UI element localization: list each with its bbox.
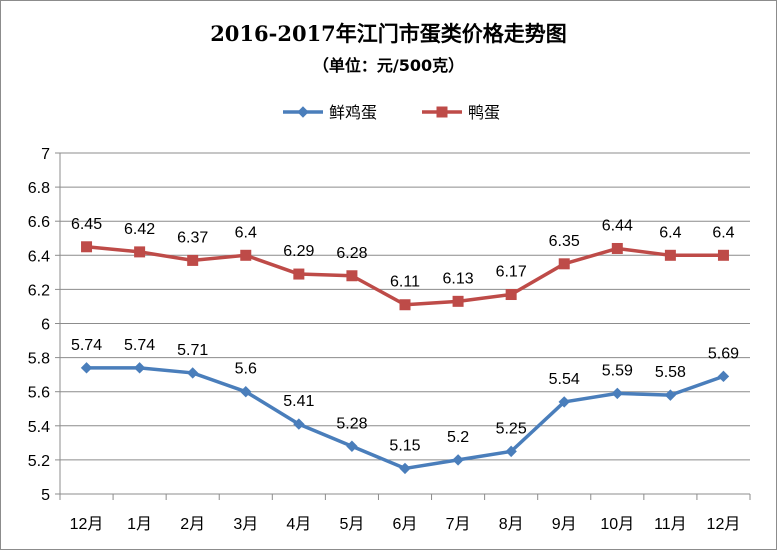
data-point bbox=[558, 396, 570, 408]
data-point bbox=[717, 249, 729, 261]
x-tick-label: 8月 bbox=[499, 516, 524, 533]
x-tick-label: 6月 bbox=[393, 516, 418, 533]
data-label: 5.69 bbox=[708, 345, 739, 362]
data-label: 5.74 bbox=[124, 337, 155, 354]
data-label: 5.15 bbox=[389, 437, 420, 454]
y-tick-label: 5.2 bbox=[28, 453, 50, 470]
data-point bbox=[717, 370, 730, 383]
x-tick-label: 10月 bbox=[600, 516, 634, 533]
data-label: 6.11 bbox=[390, 274, 420, 291]
data-point bbox=[558, 258, 570, 270]
data-point bbox=[240, 249, 252, 261]
data-point bbox=[240, 385, 252, 398]
legend-label: 鸭蛋 bbox=[468, 103, 500, 122]
data-label: 6.17 bbox=[496, 264, 527, 281]
data-point bbox=[346, 270, 358, 282]
data-point bbox=[80, 362, 93, 374]
legend-marker bbox=[297, 106, 309, 118]
data-point bbox=[505, 289, 517, 301]
data-point bbox=[505, 445, 517, 458]
data-label: 5.58 bbox=[655, 364, 686, 381]
x-tick-label: 3月 bbox=[233, 516, 258, 533]
data-label: 5.54 bbox=[549, 371, 580, 388]
axes bbox=[55, 152, 751, 500]
data-label: 6.45 bbox=[71, 216, 102, 233]
data-point bbox=[134, 246, 146, 258]
legend-label: 鲜鸡蛋 bbox=[329, 103, 377, 122]
data-point bbox=[346, 440, 358, 452]
x-tick-label: 5月 bbox=[339, 516, 364, 533]
data-label: 6.13 bbox=[443, 270, 474, 287]
data-point bbox=[399, 299, 411, 311]
x-tick-label: 9月 bbox=[552, 516, 577, 533]
gridlines bbox=[60, 152, 750, 495]
x-tick-label: 4月 bbox=[286, 516, 311, 533]
y-tick-label: 6.4 bbox=[28, 248, 50, 265]
legend: 鲜鸡蛋 鸭蛋 bbox=[283, 103, 500, 122]
data-point bbox=[187, 254, 199, 266]
data-point bbox=[293, 418, 305, 430]
series-layer bbox=[80, 241, 730, 475]
data-label: 6.35 bbox=[549, 233, 580, 250]
data-label: 5.59 bbox=[602, 362, 633, 379]
y-tick-label: 6.2 bbox=[28, 282, 50, 299]
x-tick-label: 7月 bbox=[446, 516, 471, 533]
y-tick-label: 7 bbox=[41, 146, 50, 163]
data-point bbox=[664, 389, 677, 401]
data-label: 5.6 bbox=[235, 361, 257, 378]
data-labels: 5.74 5.74 5.71 5.6 5.41 5.28 5.15 5.2 5.25 5.54 5.… bbox=[71, 216, 739, 455]
data-point bbox=[81, 241, 93, 253]
data-label: 6.44 bbox=[602, 217, 633, 234]
chart-subtitle: （单位：元/500克） bbox=[312, 56, 465, 75]
data-point bbox=[611, 242, 623, 254]
data-label: 6.4 bbox=[712, 224, 734, 241]
data-label: 5.25 bbox=[496, 420, 527, 437]
x-tick-label: 11月 bbox=[654, 516, 687, 533]
chart-title: 2016-2017年江门市蛋类价格走势图 bbox=[210, 21, 567, 46]
data-label: 6.42 bbox=[124, 221, 155, 238]
y-tick-label: 6 bbox=[41, 317, 50, 334]
data-point bbox=[293, 268, 305, 280]
y-tick-label: 5.6 bbox=[28, 385, 50, 402]
data-label: 6.37 bbox=[177, 229, 208, 246]
x-tick-label: 2月 bbox=[180, 516, 205, 533]
y-tick-labels: 5 5.2 5.4 5.6 5.8 6 6.2 6.4 6.6 6.8 7 bbox=[28, 146, 50, 504]
data-label: 5.2 bbox=[447, 429, 469, 446]
y-tick-label: 5.4 bbox=[28, 419, 50, 436]
y-tick-label: 6.6 bbox=[28, 214, 50, 231]
y-tick-label: 5 bbox=[41, 487, 50, 504]
data-point bbox=[611, 387, 624, 400]
data-label: 5.41 bbox=[283, 393, 314, 410]
x-tick-label: 1月 bbox=[127, 516, 152, 533]
data-label: 6.4 bbox=[235, 224, 257, 241]
y-tick-label: 6.8 bbox=[28, 180, 50, 197]
data-label: 6.29 bbox=[283, 243, 314, 260]
data-point bbox=[452, 295, 464, 307]
data-label: 5.28 bbox=[336, 415, 367, 432]
x-tick-labels: 12月 1月 2月 3月 4月 5月 6月 7月 8月 9月 10月 11月 12月 bbox=[70, 516, 741, 533]
data-label: 5.74 bbox=[71, 337, 102, 354]
y-tick-label: 5.8 bbox=[28, 351, 50, 368]
data-label: 6.4 bbox=[659, 224, 681, 241]
data-point bbox=[399, 462, 411, 475]
data-point bbox=[664, 249, 676, 261]
data-label: 5.71 bbox=[177, 342, 208, 359]
data-point bbox=[133, 362, 146, 374]
data-label: 6.28 bbox=[336, 245, 367, 262]
x-tick-label: 12月 bbox=[70, 516, 104, 533]
data-point bbox=[186, 367, 199, 379]
legend-marker bbox=[436, 106, 448, 118]
x-tick-label: 12月 bbox=[707, 516, 741, 533]
data-point bbox=[452, 454, 464, 466]
